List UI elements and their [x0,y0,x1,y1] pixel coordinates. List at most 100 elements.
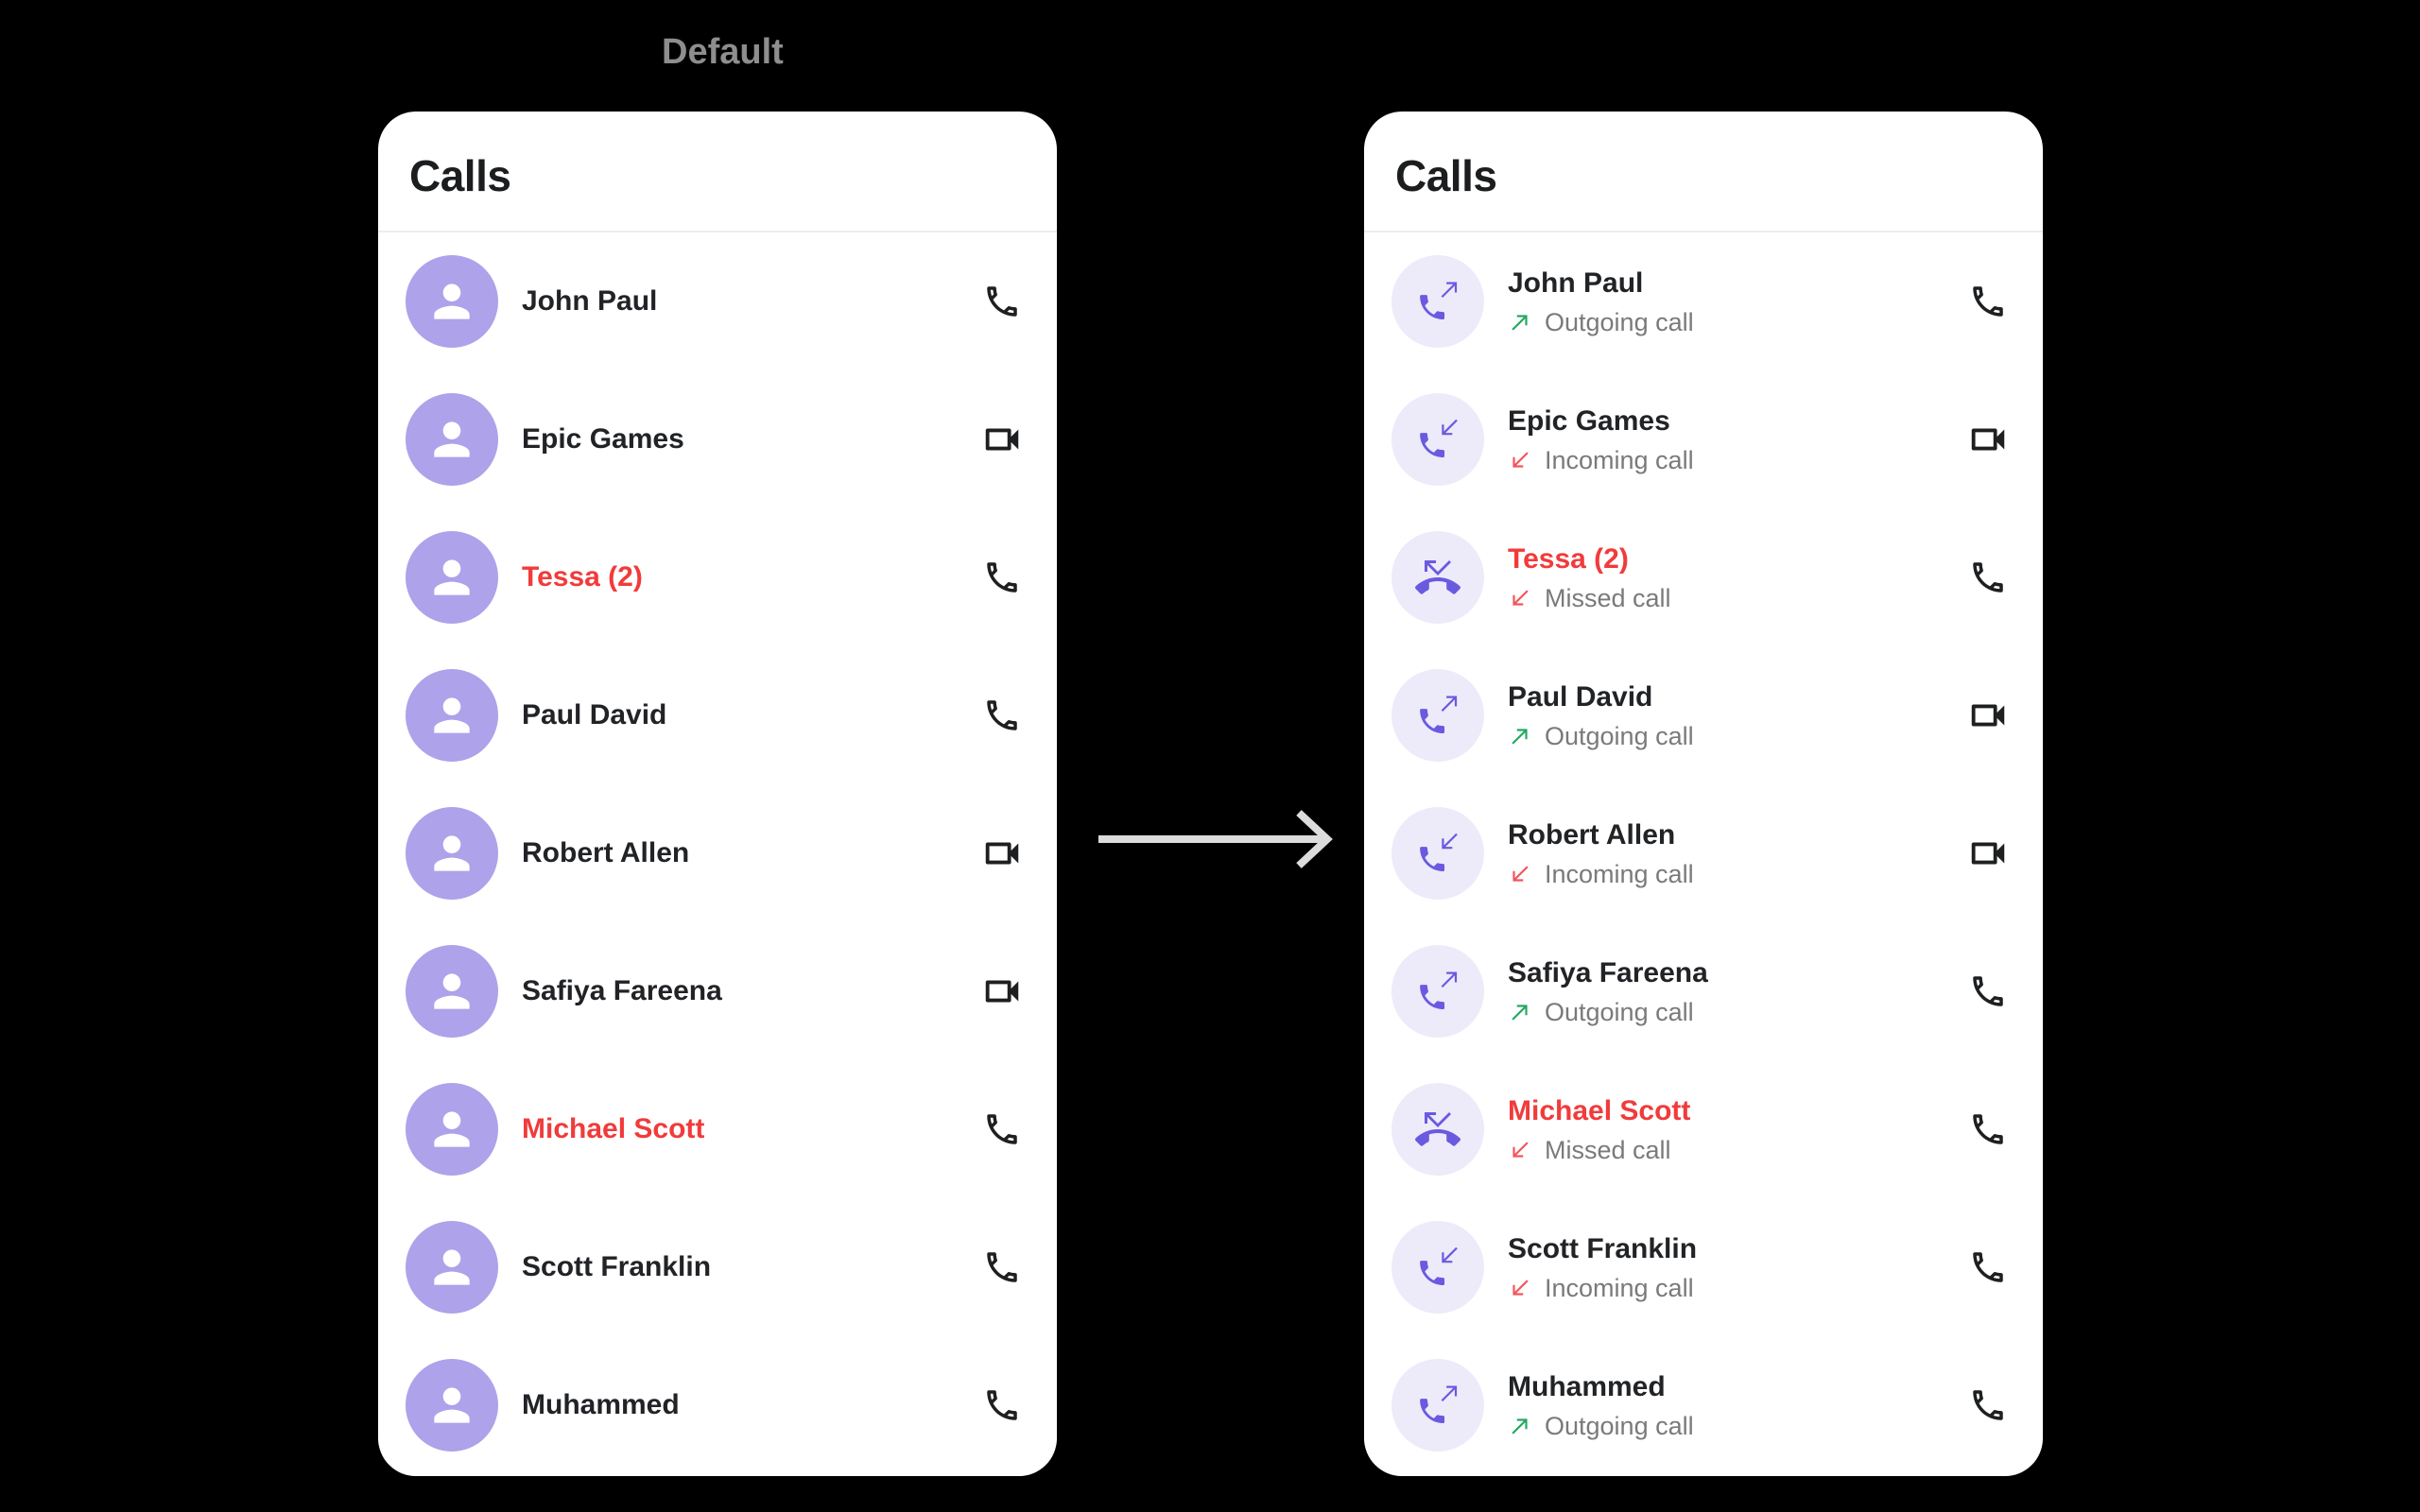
call-back-button[interactable] [1965,279,2011,324]
call-status-text: Outgoing call [1545,308,1694,336]
contact-name: Robert Allen [1508,819,1676,850]
call-back-button[interactable] [1965,969,2011,1014]
call-list-item[interactable]: Scott Franklin [378,1198,1057,1336]
call-back-button[interactable] [1965,1107,2011,1152]
phone-icon [987,1252,1017,1282]
call-list-item[interactable]: Tessa (2) [378,508,1057,646]
phone-icon [987,1390,1017,1420]
call-back-button[interactable] [979,1245,1025,1290]
person-icon [434,559,470,595]
video-call-icon [985,428,1019,451]
call-list-item[interactable]: Safiya Fareena [378,922,1057,1060]
phone-icon [987,1114,1017,1144]
contact-avatar [406,807,498,900]
call-status-text: Missed call [1545,584,1671,612]
outgoing-call-icon [1420,1385,1458,1424]
call-list-item[interactable]: Paul David Outgoing call [1364,646,2043,784]
call-back-button[interactable] [1965,1245,2011,1290]
person-icon [434,1249,470,1285]
phone-icon [987,562,1017,593]
call-status: Missed call [1508,1136,1690,1164]
contact-name: Epic Games [1508,405,1670,437]
contact-avatar [406,669,498,762]
panel-title: Calls [409,151,511,200]
call-status-text: Incoming call [1545,1274,1694,1302]
call-list-item[interactable]: Epic Games Incoming call [1364,370,2043,508]
contact-avatar [406,1221,498,1314]
call-back-button[interactable] [979,417,1025,462]
incoming-call-icon [1420,1246,1458,1286]
call-back-button[interactable] [979,1383,1025,1428]
call-back-button[interactable] [979,693,1025,738]
contact-name: Safiya Fareena [522,975,722,1006]
call-list-item[interactable]: Robert Allen Incoming call [1364,784,2043,922]
call-type-avatar [1392,807,1484,900]
contact-avatar [406,393,498,486]
call-back-button[interactable] [1965,831,2011,876]
call-status: Incoming call [1508,860,1694,888]
right-arrow-icon [1087,797,1342,886]
contact-name: Scott Franklin [1508,1233,1698,1264]
call-list-item[interactable]: John Paul Outgoing call [1364,232,2043,370]
phone-icon [1973,1390,2003,1420]
call-back-button[interactable] [979,1107,1025,1152]
outgoing-arrow-icon [1512,1005,1528,1021]
call-list-item[interactable]: Paul David [378,646,1057,784]
calls-header: Calls [1364,112,2043,232]
contact-name: Paul David [1508,681,1653,713]
call-type-avatar [1392,1359,1484,1452]
call-list-item[interactable]: Tessa (2) Missed call [1364,508,2043,646]
person-icon [434,835,470,871]
video-call-icon [985,842,1019,865]
missed-call-icon [1415,560,1461,594]
calls-panel-detailed: Calls [1364,112,2043,1476]
contact-name: Tessa (2) [522,561,643,593]
incoming-arrow-icon [1512,452,1529,468]
call-back-button[interactable] [979,831,1025,876]
contact-name: Michael Scott [522,1113,705,1144]
contact-avatar [406,255,498,348]
incoming-call-icon [1420,419,1458,458]
state-label: Default [662,32,784,72]
call-back-button[interactable] [1965,555,2011,600]
phone-icon [987,700,1017,730]
call-list-item[interactable]: Safiya Fareena Outgoing call [1364,922,2043,1060]
call-type-avatar [1392,1221,1484,1314]
incoming-arrow-icon [1512,1280,1529,1296]
call-status: Outgoing call [1508,308,1694,336]
call-list-item[interactable]: Epic Games [378,370,1057,508]
call-status-text: Missed call [1545,1136,1671,1164]
call-status-text: Incoming call [1545,860,1694,888]
call-back-button[interactable] [1965,693,2011,738]
call-list-item[interactable]: Michael Scott Missed call [1364,1060,2043,1198]
call-status: Incoming call [1508,446,1694,474]
call-status-text: Outgoing call [1545,1412,1694,1440]
call-back-button[interactable] [1965,1383,2011,1428]
call-back-button[interactable] [979,279,1025,324]
call-list-item[interactable]: Scott Franklin Incoming call [1364,1198,2043,1336]
contact-name: John Paul [1508,267,1644,299]
call-status: Incoming call [1508,1274,1697,1302]
call-back-button[interactable] [979,969,1025,1014]
call-type-avatar [1392,255,1484,348]
person-icon [434,1111,470,1147]
call-list-item[interactable]: John Paul [378,232,1057,370]
call-list-item[interactable]: Muhammed [378,1336,1057,1474]
person-icon [434,421,470,457]
person-icon [434,973,470,1009]
call-list-item[interactable]: Robert Allen [378,784,1057,922]
incoming-arrow-icon [1512,590,1529,606]
contact-name: Muhammed [1508,1371,1666,1402]
incoming-arrow-icon [1512,866,1529,882]
call-list-item[interactable]: Muhammed Outgoing call [1364,1336,2043,1474]
call-back-button[interactable] [979,555,1025,600]
calls-list: John Paul Outgoing call [1364,232,2043,1474]
call-list-item[interactable]: Michael Scott [378,1060,1057,1198]
call-back-button[interactable] [1965,417,2011,462]
phone-icon [1973,286,2003,317]
outgoing-call-icon [1420,971,1458,1010]
contact-name: Epic Games [522,423,684,455]
call-type-avatar [1392,531,1484,624]
call-type-avatar [1392,393,1484,486]
video-call-icon [985,980,1019,1003]
